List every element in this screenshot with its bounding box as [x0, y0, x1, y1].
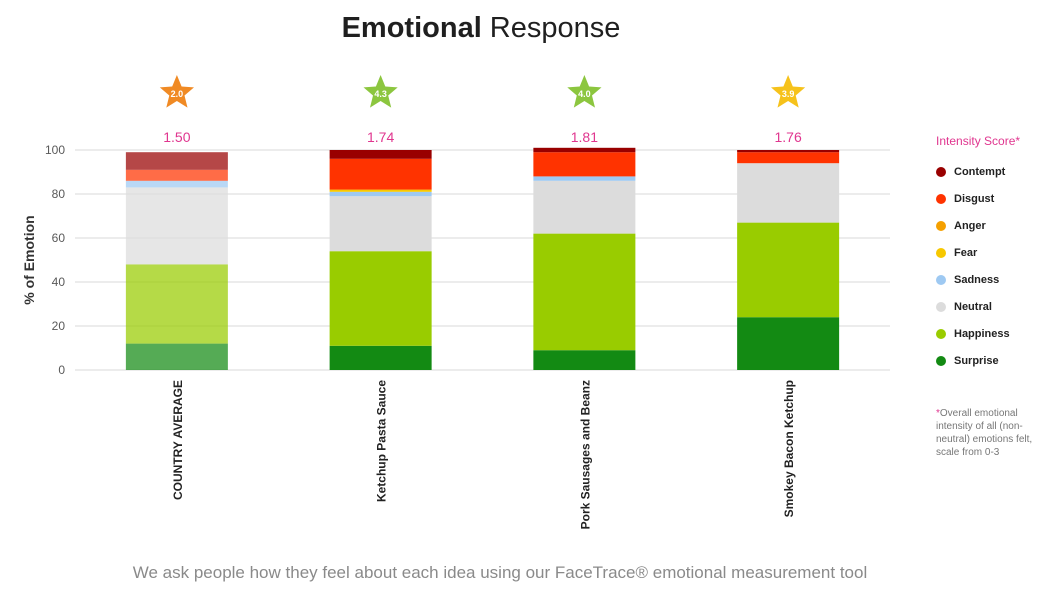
intensity-score-label: 1.81 — [571, 129, 598, 145]
legend-swatch — [936, 220, 946, 231]
bar-segment-sadness — [125, 180, 228, 188]
intensity-score-label: 1.50 — [163, 129, 190, 145]
stacked-bar-chart: 0 20 40 60 80 100 % of Emotion COUNTRY AVERAGE 1… — [21, 75, 890, 529]
bar-segment-contempt — [329, 150, 432, 159]
legend-label: Disgust — [954, 192, 995, 205]
bar-segment-happiness — [737, 222, 840, 318]
category-label: Pork Sausages and Beanz — [578, 380, 592, 529]
legend-item-anger: Anger — [936, 212, 1010, 239]
legend-swatch — [936, 193, 946, 204]
legend-label: Surprise — [954, 354, 999, 367]
legend-label: Anger — [954, 219, 986, 232]
y-tick-label: 40 — [52, 275, 66, 289]
legend-item-surprise: Surprise — [936, 347, 1010, 374]
category-label: Ketchup Pasta Sauce — [375, 380, 389, 502]
intensity-score-label: 1.76 — [775, 129, 802, 145]
y-tick-label: 20 — [52, 319, 66, 333]
y-axis-label: % of Emotion — [21, 215, 37, 304]
star-rating-label: 3.9 — [782, 89, 795, 99]
bar-segment-sadness — [329, 191, 432, 197]
star-icon — [363, 75, 398, 108]
legend-item-disgust: Disgust — [936, 185, 1010, 212]
footnote-asterisk: * — [936, 408, 940, 419]
y-tick-label: 60 — [52, 231, 66, 245]
star-rating-label: 4.0 — [578, 89, 591, 99]
bar-segment-contempt — [533, 147, 636, 153]
bar-segment-fear — [329, 189, 432, 192]
footnote-text: Overall emotional intensity of all (non-… — [936, 408, 1033, 458]
legend: Contempt Disgust Anger Fear Sadness Neutral Ha… — [936, 158, 1010, 374]
legend-label: Happiness — [954, 327, 1010, 340]
star-icon — [567, 75, 602, 108]
star-rating-label: 2.0 — [171, 89, 184, 99]
bar-segment-disgust — [125, 169, 228, 181]
footnote: *Overall emotional intensity of all (non… — [936, 407, 1036, 459]
legend-item-contempt: Contempt — [936, 158, 1010, 185]
legend-swatch — [936, 274, 946, 285]
bar-segment-surprise — [737, 317, 840, 370]
legend-label: Sadness — [954, 273, 1000, 286]
star-icon — [771, 75, 806, 108]
legend-swatch — [936, 166, 946, 177]
legend-item-sadness: Sadness — [936, 266, 1010, 293]
bar-segment-disgust — [329, 158, 432, 190]
bar-segment-neutral — [329, 196, 432, 252]
legend-item-neutral: Neutral — [936, 293, 1010, 320]
legend-label: Contempt — [954, 165, 1006, 178]
legend-swatch — [936, 355, 946, 366]
legend-label: Neutral — [954, 300, 992, 313]
category-label: COUNTRY AVERAGE — [171, 380, 185, 500]
bar-segment-happiness — [533, 233, 636, 351]
legend-swatch — [936, 301, 946, 312]
y-tick-label: 100 — [45, 143, 65, 157]
bar-segment-surprise — [125, 343, 228, 370]
bar-segment-surprise — [533, 350, 636, 370]
bar-segment-surprise — [329, 345, 432, 370]
category-label: Smokey Bacon Ketchup — [782, 380, 796, 517]
bar-segment-neutral — [533, 180, 636, 234]
legend-item-happiness: Happiness — [936, 320, 1010, 347]
bar-segment-contempt — [737, 150, 840, 153]
y-tick-label: 0 — [58, 363, 65, 377]
intensity-score-label: 1.74 — [367, 129, 394, 145]
legend-item-fear: Fear — [936, 239, 1010, 266]
bar-segment-happiness — [329, 251, 432, 346]
legend-label: Fear — [954, 246, 978, 259]
bar-segment-contempt — [125, 152, 228, 170]
bar-segment-happiness — [125, 264, 228, 344]
footer-caption: We ask people how they feel about each i… — [132, 563, 868, 582]
star-rating-label: 4.3 — [374, 89, 387, 99]
star-icon — [159, 75, 194, 108]
legend-swatch — [936, 247, 946, 258]
chart-title-bold: Emotional — [341, 12, 482, 44]
bar-segment-neutral — [737, 163, 840, 223]
y-tick-label: 80 — [52, 187, 66, 201]
bar-segment-disgust — [533, 152, 636, 177]
legend-swatch — [936, 328, 946, 339]
chart-title-rest: Response — [481, 12, 621, 44]
legend-title: Intensity Score* — [936, 134, 1021, 148]
chart-title: Emotional Response — [0, 12, 962, 45]
bar-segment-disgust — [737, 152, 840, 164]
bar-segment-neutral — [125, 187, 228, 265]
bar-segment-sadness — [533, 176, 636, 181]
